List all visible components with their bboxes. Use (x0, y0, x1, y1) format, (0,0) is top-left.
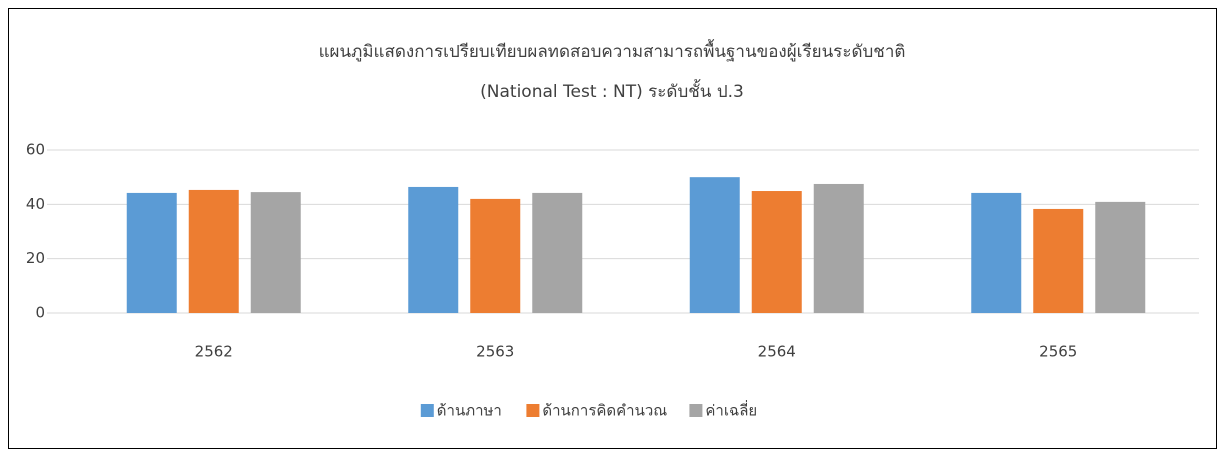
bar (470, 198, 521, 313)
bar (188, 189, 239, 313)
chart-subtitle: (National Test : NT) ระดับชั้น ป.3 (480, 79, 744, 102)
bar (971, 192, 1022, 313)
bar (1095, 201, 1146, 313)
y-tick-label: 60 (26, 141, 45, 159)
legend-swatch (689, 404, 703, 417)
bar (751, 191, 802, 313)
legend-swatch (420, 404, 434, 417)
bar (126, 192, 177, 313)
x-tick-label: 2564 (758, 343, 796, 361)
y-tick-label: 0 (35, 304, 45, 322)
legend-swatch (526, 404, 540, 417)
bar (1033, 208, 1084, 313)
bar (689, 177, 740, 313)
y-tick-label: 40 (26, 195, 45, 213)
x-tick-label: 2562 (195, 343, 233, 361)
bar (250, 192, 301, 313)
chart-title: แผนภูมิแสดงการเปรียบเทียบผลทดสอบความสามา… (319, 39, 906, 62)
x-tick-label: 2565 (1039, 343, 1077, 361)
bar (813, 183, 864, 313)
legend-label: ค่าเฉลี่ย (705, 400, 757, 420)
bar (408, 186, 459, 313)
y-tick-label: 20 (26, 249, 45, 267)
x-tick-label: 2563 (476, 343, 514, 361)
legend-label: ด้านการคิดคำนวณ (542, 402, 667, 420)
legend-label: ด้านภาษา (437, 402, 502, 420)
bar (532, 192, 583, 313)
